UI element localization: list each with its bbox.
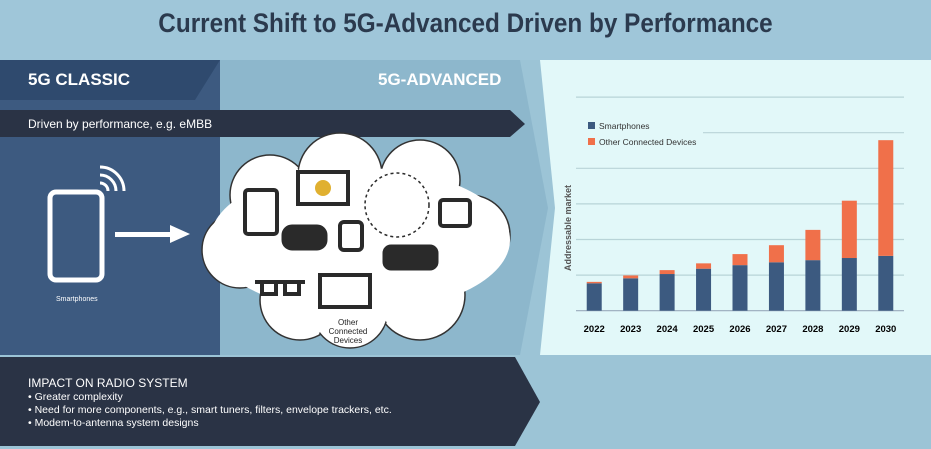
cloud-label: Other Connected Devices	[328, 318, 368, 345]
bar-smartphones-2029	[841, 258, 857, 311]
device-icons	[243, 170, 472, 309]
bar-other-2028	[805, 229, 821, 261]
car-icon	[382, 244, 439, 271]
page-title: Current Shift to 5G-Advanced Driven by P…	[158, 8, 773, 38]
chart: 2022 2023 2024 2025 2026 2027 2028 2029 2030 Addr…	[563, 96, 904, 335]
bar-other-2025	[696, 263, 712, 269]
bar-other-2026	[732, 254, 748, 266]
bar-smartphones-2030	[878, 255, 894, 311]
x-tick-label: 2026	[729, 324, 750, 335]
5g-advanced-header: 5G-ADVANCED	[378, 70, 502, 89]
bar-smartphones-2024	[659, 274, 675, 311]
smartphone-icon	[47, 189, 105, 283]
x-tick-label: 2030	[875, 324, 896, 335]
impact-bullet: • Greater complexity	[28, 391, 123, 403]
smartwatch-icon	[338, 220, 364, 252]
5g-classic-header: 5G CLASSIC	[28, 70, 131, 89]
x-tick-label: 2025	[693, 324, 715, 335]
bar-smartphones-2023	[623, 278, 639, 311]
bar-smartphones-2025	[696, 268, 712, 311]
bar-other-2030	[878, 140, 894, 256]
bar-smartphones-2026	[732, 265, 748, 311]
bar-other-2024	[659, 270, 675, 275]
smart-glasses-icon	[255, 280, 305, 296]
impact-section: IMPACT ON RADIO SYSTEM • Greater complex…	[28, 376, 392, 430]
x-tick-label: 2024	[657, 324, 679, 335]
x-tick-label: 2028	[802, 324, 823, 335]
x-tick-label: 2027	[766, 324, 787, 335]
bar-other-2027	[768, 245, 784, 263]
legend-swatch	[588, 138, 595, 145]
x-tick-label: 2023	[620, 324, 641, 335]
smartphones-label: Smartphones	[56, 296, 98, 303]
vr-headset-icon	[281, 224, 328, 251]
chrome-icon	[315, 180, 331, 196]
robot-icon	[438, 198, 472, 228]
impact-bullet: • Need for more components, e.g., smart …	[28, 404, 392, 416]
bar-other-2023	[623, 275, 639, 279]
wifi-icon	[99, 165, 126, 192]
x-tick-label: 2029	[839, 324, 860, 335]
legend-label: Other Connected Devices	[599, 137, 696, 147]
bar-smartphones-2028	[805, 260, 821, 311]
tablet-icon	[243, 188, 279, 236]
y-axis-label: Addressable market	[563, 185, 573, 271]
laptop-icon	[296, 170, 350, 206]
legend-swatch	[588, 122, 595, 129]
legend-label: Smartphones	[599, 121, 650, 131]
laptop2-icon	[318, 273, 372, 309]
impact-bullet: • Modem-to-antenna system designs	[28, 417, 199, 429]
x-tick-label: 2022	[584, 324, 605, 335]
iot-cluster-icon	[364, 172, 430, 238]
bar-other-2029	[841, 200, 857, 259]
bar-smartphones-2022	[586, 283, 602, 311]
driver-banner: Driven by performance, e.g. eMBB	[28, 117, 213, 131]
bar-smartphones-2027	[768, 262, 784, 311]
impact-heading: IMPACT ON RADIO SYSTEM	[28, 376, 188, 390]
arrow-right-icon	[115, 225, 190, 243]
bar-other-2022	[586, 281, 602, 284]
